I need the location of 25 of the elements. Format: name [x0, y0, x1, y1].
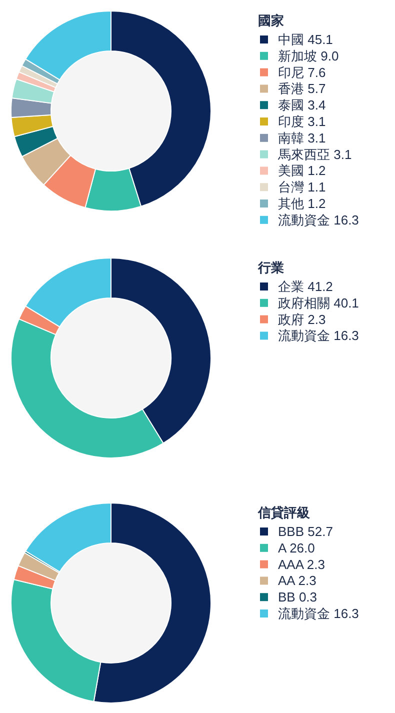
legend-label: 中國 45.1 [278, 32, 333, 47]
legend-label: 香港 5.7 [278, 81, 326, 96]
legend-label: AAA 2.3 [278, 556, 325, 572]
legend-label: BB 0.3 [278, 590, 318, 605]
legend-label: 南韓 3.1 [278, 130, 326, 146]
legend-label: BBB 52.7 [278, 524, 333, 539]
legend-label: 印尼 7.6 [278, 64, 326, 80]
legend-label: 台灣 1.1 [278, 180, 326, 195]
legend-label: A 26.0 [278, 540, 315, 556]
legend-title: 行業 [257, 260, 284, 275]
legend-label: 印度 3.1 [278, 114, 326, 129]
legend-label: 企業 41.2 [278, 279, 333, 294]
legend-label: 美國 1.2 [278, 163, 326, 178]
legend-label: 政府 2.3 [278, 312, 326, 327]
legend-label: 流動資金 16.3 [278, 328, 359, 344]
legend-title: 信貸評級 [257, 505, 311, 520]
legend-label: 流動資金 16.3 [278, 212, 359, 228]
legend-label: 新加坡 9.0 [278, 48, 339, 64]
legend-title: 國家 [258, 13, 284, 28]
legend-label: 政府相關 40.1 [278, 295, 359, 310]
legend-label: AA 2.3 [278, 573, 316, 588]
legend-label: 流動資金 16.3 [278, 606, 359, 621]
legend-label: 其他 1.2 [278, 196, 326, 211]
legend-label: 馬來西亞 3.1 [277, 146, 352, 162]
legend-label: 泰國 3.4 [278, 98, 326, 113]
